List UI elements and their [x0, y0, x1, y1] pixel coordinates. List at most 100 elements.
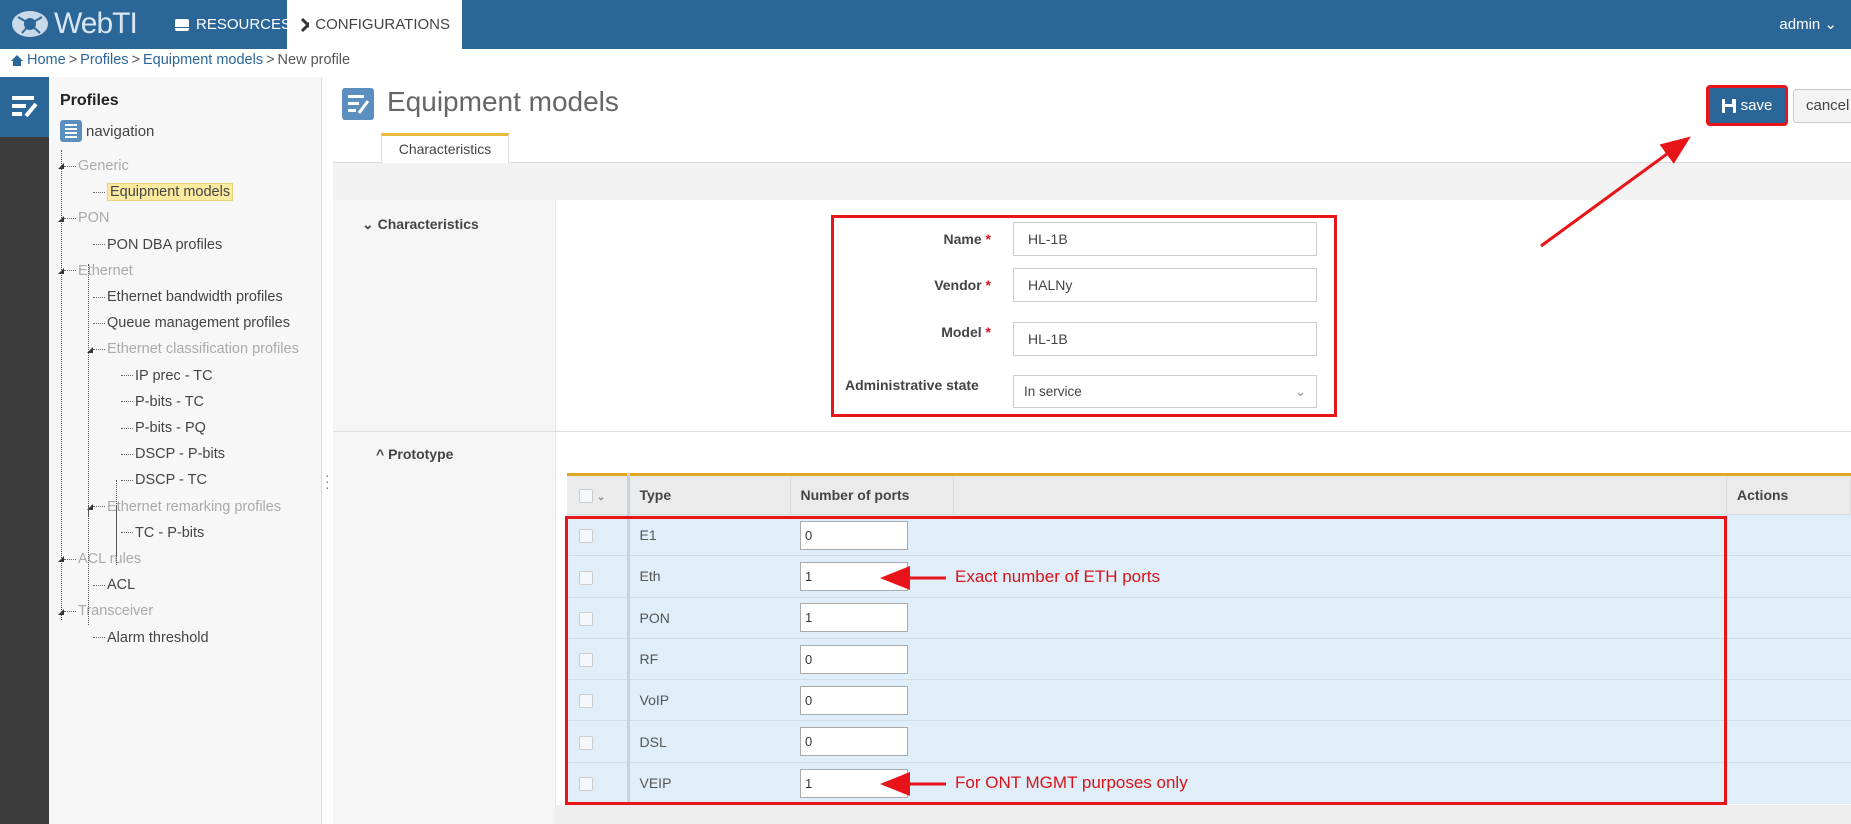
tree-title: Profiles	[60, 92, 119, 109]
tree-item[interactable]: Queue management profiles	[87, 312, 290, 334]
tree-item[interactable]: Generic	[58, 155, 129, 177]
ports-input[interactable]	[800, 520, 908, 550]
table-row[interactable]: VoIP	[567, 679, 1851, 721]
ports-input[interactable]	[800, 561, 908, 591]
annotation-veip: For ONT MGMT purposes only	[955, 773, 1188, 792]
tree-item-label: P-bits - TC	[135, 393, 205, 410]
name-input[interactable]	[1013, 222, 1317, 256]
type-cell: PON	[628, 596, 790, 639]
row-checkbox[interactable]	[567, 679, 630, 721]
ports-input[interactable]	[800, 727, 908, 757]
tree-item[interactable]: ACL rules	[58, 548, 141, 570]
row-checkbox[interactable]	[567, 596, 630, 639]
tree-item[interactable]: Ethernet bandwidth profiles	[87, 286, 283, 308]
tree-item[interactable]: IP prec - TC	[115, 365, 213, 387]
type-cell: VEIP	[628, 761, 790, 804]
table-row[interactable]: E1	[567, 513, 1851, 556]
tree-item-label: PON	[78, 210, 110, 227]
expanded-icon[interactable]	[87, 346, 93, 353]
drive-icon	[175, 18, 189, 31]
breadcrumb-equipment-models[interactable]: Equipment models	[142, 52, 264, 68]
vendor-input[interactable]	[1013, 268, 1317, 302]
select-all-checkbox[interactable]: ⌄	[567, 474, 630, 515]
user-menu[interactable]: admin ⌄	[1779, 15, 1837, 33]
table-row[interactable]: RF	[567, 637, 1851, 680]
section-label: Characteristics	[377, 216, 479, 232]
admin-state-select[interactable]: In service ⌄	[1013, 375, 1317, 408]
tab-content-band	[333, 163, 1851, 200]
expanded-icon[interactable]	[87, 503, 93, 510]
table-row[interactable]: VEIP	[567, 761, 1851, 804]
chevron-down-icon: ⌄	[1824, 16, 1837, 33]
model-input[interactable]	[1013, 322, 1317, 356]
tree-item[interactable]: TC - P-bits	[115, 522, 204, 544]
user-name: admin	[1779, 16, 1821, 33]
tree-item[interactable]: Transceiver	[58, 600, 153, 622]
tab-configurations[interactable]: CONFIGURATIONS	[287, 0, 462, 49]
tree-item[interactable]: PON DBA profiles	[87, 234, 222, 256]
type-cell: RF	[628, 637, 790, 680]
tree-item[interactable]: Ethernet remarking profiles	[87, 496, 281, 518]
ports-input[interactable]	[800, 644, 908, 674]
tree-item[interactable]: DSCP - TC	[115, 469, 207, 491]
separator: >	[131, 52, 140, 68]
logo-text: WebTI	[54, 7, 138, 40]
tree-item[interactable]: P-bits - PQ	[115, 417, 206, 439]
ports-input[interactable]	[800, 603, 908, 633]
save-button[interactable]: save	[1706, 85, 1788, 126]
prototype-section-header	[333, 432, 555, 824]
panel-splitter[interactable]: · · ·	[325, 467, 330, 495]
tree-connector	[61, 150, 62, 620]
row-checkbox[interactable]	[567, 761, 630, 804]
actions-cell	[1726, 637, 1851, 680]
tree-item[interactable]: ACL	[87, 574, 135, 596]
column-header-type[interactable]: Type	[628, 474, 791, 515]
tree-item-label: ACL rules	[78, 551, 142, 567]
ports-cell	[790, 555, 953, 598]
profiles-rail-button[interactable]	[0, 77, 49, 137]
tree-item-label: DSCP - P-bits	[135, 446, 225, 463]
tab-characteristics[interactable]: Characteristics	[381, 133, 509, 163]
cancel-button[interactable]: cancel	[1793, 89, 1851, 123]
tree-item[interactable]: Alarm threshold	[87, 627, 209, 649]
ports-input[interactable]	[800, 768, 908, 798]
prototype-toggle[interactable]: ^ Prototype	[376, 446, 453, 462]
prototype-grid: ⌄ Type Number of ports Actions E1EthPONR…	[567, 473, 1851, 804]
tree-item-label: Ethernet remarking profiles	[107, 498, 282, 515]
column-header-blank	[953, 474, 1727, 515]
tree-item-label: Generic	[78, 158, 129, 174]
tree-item[interactable]: Ethernet	[58, 260, 133, 282]
breadcrumb-home[interactable]: Home	[27, 52, 66, 68]
row-checkbox[interactable]	[567, 555, 630, 598]
page-title: Equipment models	[387, 86, 619, 117]
column-header-actions: Actions	[1726, 474, 1851, 515]
tree-item[interactable]: DSCP - P-bits	[115, 443, 225, 465]
nav-link-label: navigation	[86, 122, 155, 140]
tree-item[interactable]: Equipment models	[87, 181, 234, 203]
highlight-box	[831, 215, 1337, 417]
tree-item[interactable]: P-bits - TC	[115, 391, 204, 413]
table-row[interactable]: PON	[567, 596, 1851, 639]
ports-cell	[790, 513, 953, 556]
row-checkbox[interactable]	[567, 720, 630, 763]
characteristics-toggle[interactable]: ⌄ Characteristics	[362, 216, 479, 233]
table-row[interactable]: DSL	[567, 720, 1851, 763]
ports-input[interactable]	[800, 685, 908, 715]
logo[interactable]: WebTI	[10, 6, 138, 42]
tree-item[interactable]: PON	[58, 207, 109, 229]
breadcrumb-profiles[interactable]: Profiles	[80, 52, 129, 68]
selected-value: In service	[1024, 384, 1082, 399]
tree-item[interactable]: Ethernet classification profiles	[87, 338, 299, 360]
blank-cell	[953, 761, 1727, 804]
column-header-ports[interactable]: Number of ports	[790, 474, 954, 515]
row-checkbox[interactable]	[567, 637, 630, 680]
tree-item-label: P-bits - PQ	[135, 420, 206, 436]
separator: >	[68, 52, 78, 68]
row-checkbox[interactable]	[567, 513, 630, 556]
actions-cell	[1726, 513, 1851, 556]
tree-item-label: DSCP - TC	[135, 472, 207, 489]
ports-cell	[790, 720, 953, 763]
table-row[interactable]: Eth	[567, 555, 1851, 598]
navigation-link[interactable]: navigation	[60, 120, 154, 142]
tab-resources[interactable]: RESOURCES	[162, 0, 303, 49]
